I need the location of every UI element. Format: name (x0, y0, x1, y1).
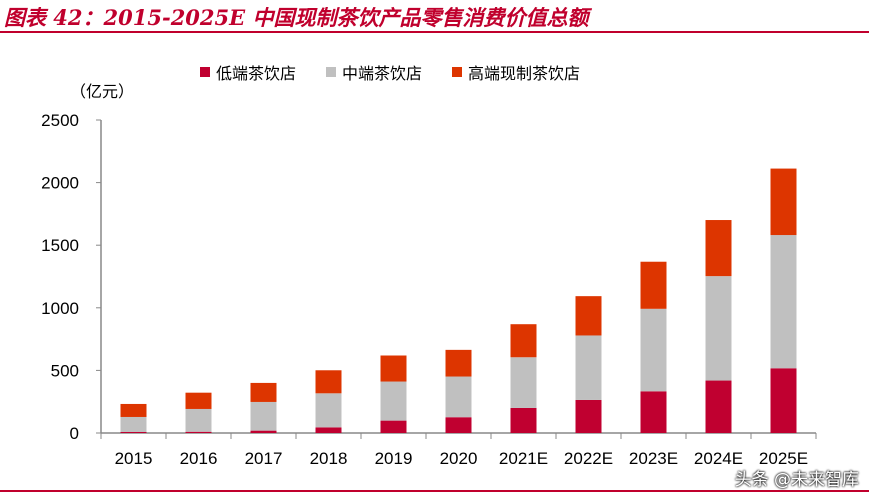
y-tick-label: 2000 (41, 174, 79, 193)
bar-low-2024E (705, 380, 732, 433)
legend-swatch-mid (326, 67, 337, 77)
bar-high-2017 (250, 382, 277, 402)
bar-high-2016 (185, 392, 212, 409)
bar-high-2024E (705, 220, 732, 277)
legend: 低端茶饮店 中端茶饮店 高端现制茶饮店 (200, 60, 580, 84)
bar-mid-2020 (445, 376, 472, 418)
y-axis-unit: （亿元） (70, 82, 135, 101)
y-tick-label: 1000 (41, 299, 79, 318)
bar-mid-2021E (510, 357, 537, 408)
title-divider (0, 31, 869, 33)
bar-mid-2025E (770, 235, 797, 369)
bar-high-2025E (770, 168, 797, 236)
bar-mid-2023E (640, 308, 667, 392)
bar-low-2015 (120, 431, 147, 433)
bar-high-2015 (120, 403, 147, 417)
legend-item-high: 高端现制茶饮店 (452, 60, 580, 84)
x-tick-label: 2018 (310, 449, 348, 468)
bar-mid-2022E (575, 335, 602, 400)
x-tick-label: 2015 (115, 449, 153, 468)
bar-mid-2017 (250, 401, 277, 431)
bar-low-2021E (510, 407, 537, 433)
y-tick-label: 2500 (41, 111, 79, 130)
legend-label-high: 高端现制茶饮店 (468, 64, 581, 83)
legend-swatch-high (452, 67, 463, 77)
x-tick-label: 2024E (694, 449, 743, 468)
bar-low-2023E (640, 391, 667, 433)
x-tick-label: 2021E (499, 449, 548, 468)
legend-label-mid: 中端茶饮店 (342, 64, 423, 83)
bar-high-2022E (575, 296, 602, 336)
bar-low-2019 (380, 420, 407, 433)
y-tick-label: 0 (70, 424, 79, 443)
bar-low-2017 (250, 430, 277, 433)
bar-mid-2019 (380, 381, 407, 421)
bar-high-2021E (510, 324, 537, 358)
bar-high-2023E (640, 261, 667, 309)
bar-mid-2024E (705, 276, 732, 381)
y-tick-label: 1500 (41, 236, 79, 255)
bar-low-2018 (315, 427, 342, 433)
legend-label-low: 低端茶饮店 (216, 64, 297, 83)
bar-mid-2015 (120, 416, 147, 432)
x-tick-label: 2019 (375, 449, 413, 468)
legend-item-low: 低端茶饮店 (200, 60, 296, 84)
bar-low-2025E (770, 368, 797, 433)
bar-low-2016 (185, 431, 212, 433)
chart-title: 图表 42：2015-2025E 中国现制茶饮产品零售消费价值总额 (4, 5, 589, 30)
bar-mid-2016 (185, 408, 212, 432)
x-tick-label: 2022E (564, 449, 613, 468)
x-tick-label: 2017 (245, 449, 283, 468)
x-tick-label: 2020 (440, 449, 478, 468)
footer-divider (0, 490, 869, 492)
legend-item-mid: 中端茶饮店 (326, 60, 422, 84)
bar-high-2020 (445, 349, 472, 377)
x-tick-label: 2023E (629, 449, 678, 468)
bar-high-2018 (315, 370, 342, 394)
y-tick-label: 500 (51, 361, 79, 380)
x-tick-label: 2025E (759, 449, 808, 468)
x-tick-label: 2016 (180, 449, 218, 468)
bar-low-2022E (575, 399, 602, 433)
watermark: 头条 @未来智库 (734, 470, 859, 490)
bar-mid-2018 (315, 393, 342, 428)
bar-high-2019 (380, 355, 407, 382)
legend-swatch-low (200, 67, 210, 77)
bar-low-2020 (445, 417, 472, 433)
